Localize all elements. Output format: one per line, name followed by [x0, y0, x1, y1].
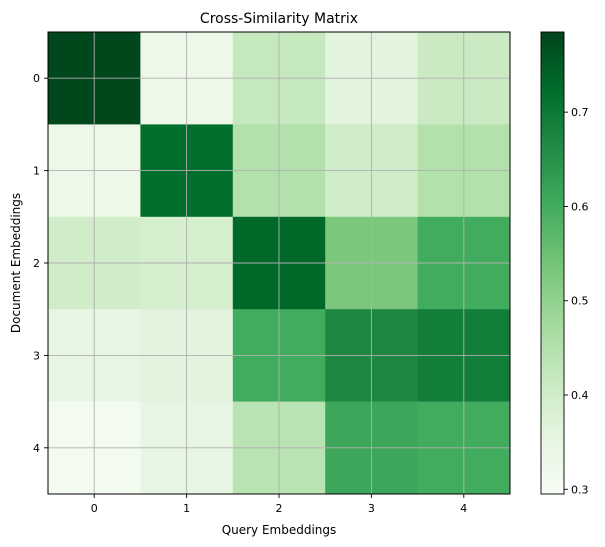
x-tick-label: 2	[276, 502, 283, 515]
y-axis-label: Document Embeddings	[9, 193, 23, 333]
colorbar: 0.3 0.4 0.5 0.6 0.7	[540, 31, 589, 496]
y-tick-label: 1	[33, 165, 40, 178]
colorbar-gradient	[540, 31, 565, 495]
x-tick-label: 3	[368, 502, 375, 515]
x-axis-ticks: 0 1 2 3 4	[91, 494, 467, 515]
colorbar-tick-label: 0.4	[571, 389, 589, 402]
x-tick-label: 0	[91, 502, 98, 515]
colorbar-tick-label: 0.7	[571, 106, 589, 119]
colorbar-tick-label: 0.6	[571, 200, 589, 213]
y-axis-ticks: 0 1 2 3 4	[33, 72, 48, 455]
colorbar-tick-label: 0.3	[571, 483, 589, 496]
x-tick-label: 4	[460, 502, 467, 515]
grid-lines	[48, 32, 510, 494]
y-tick-label: 2	[33, 257, 40, 270]
y-tick-label: 3	[33, 349, 40, 362]
x-tick-label: 1	[183, 502, 190, 515]
chart-title: Cross-Similarity Matrix	[200, 11, 358, 27]
y-tick-label: 0	[33, 72, 40, 85]
colorbar-tick-label: 0.5	[571, 295, 589, 308]
y-tick-label: 4	[33, 442, 40, 455]
x-axis-label: Query Embeddings	[222, 523, 337, 537]
